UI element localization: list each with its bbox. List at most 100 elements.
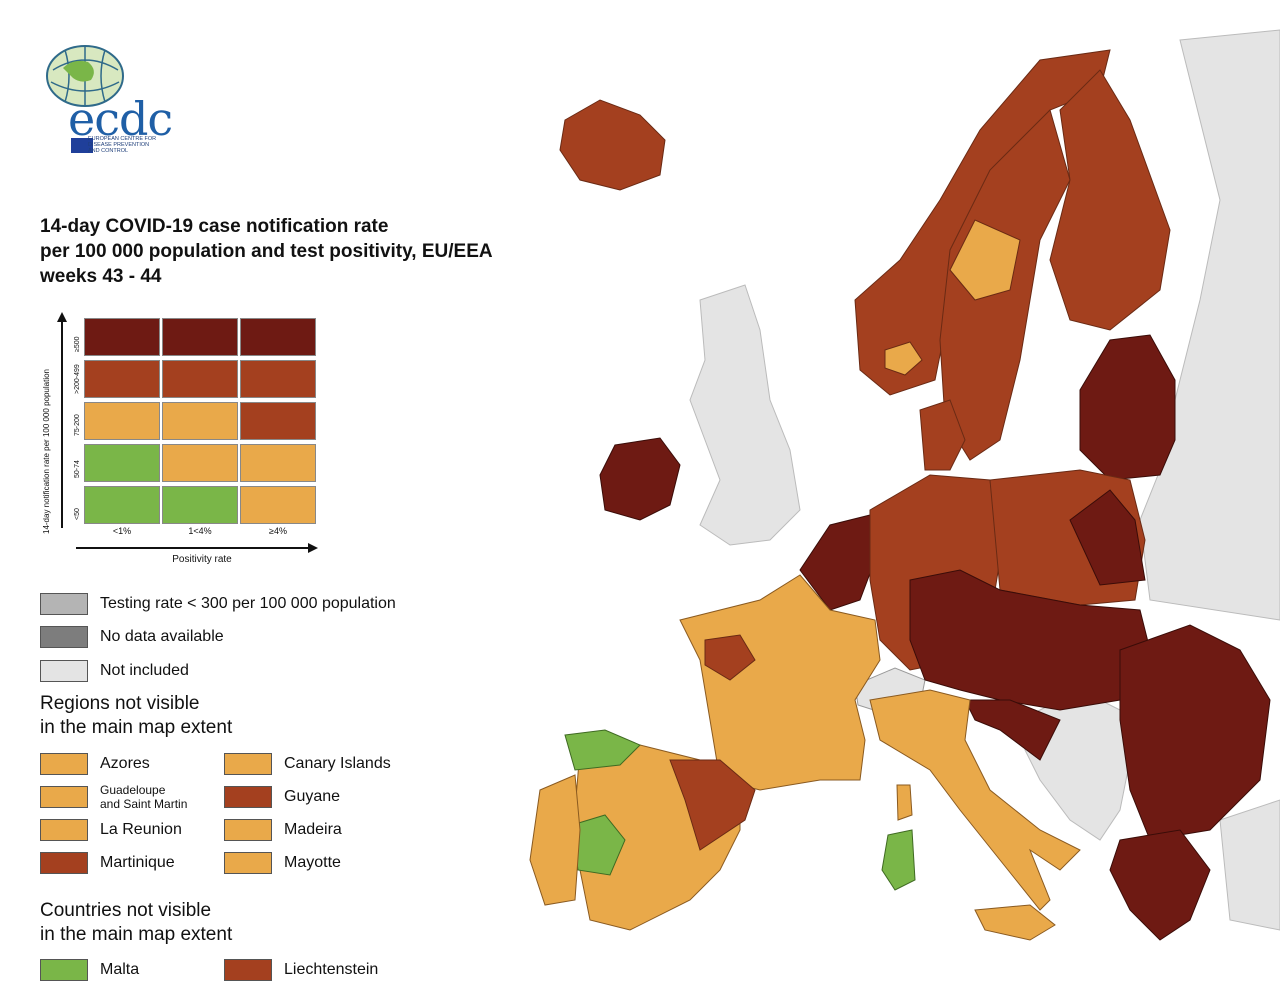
spain-red-east (669, 759, 756, 851)
region-label: Guadeloupe and Saint Martin (100, 783, 188, 811)
italy (869, 689, 1081, 911)
greece (1109, 829, 1211, 941)
corsica (896, 784, 913, 821)
matrix-row-label: ≥500 (74, 336, 81, 352)
region-label: Madeira (284, 821, 342, 838)
legend-region-item: Liechtenstein (224, 958, 378, 982)
matrix-cell (240, 318, 316, 356)
region-swatch (40, 852, 88, 874)
matrix-cell (84, 360, 160, 398)
region-label: Guyane (284, 788, 341, 805)
region-label: Azores (100, 755, 150, 772)
region-label: Mayotte (284, 854, 341, 871)
legend-region-item: Guadeloupe and Saint Martin (40, 783, 188, 811)
no-data-swatch (40, 626, 88, 648)
matrix-row-label: 50-74 (74, 460, 81, 478)
region-swatch (40, 959, 88, 981)
matrix-col-label: <1% (112, 526, 132, 536)
legend-region-item: Malta (40, 958, 139, 982)
france (679, 574, 881, 791)
legend-no-data: No data available (40, 625, 224, 649)
matrix-cell (84, 486, 160, 524)
legend-region-item: Azores (40, 752, 150, 776)
region-label: Martinique (100, 854, 175, 871)
matrix-cell (162, 402, 238, 440)
denmark (919, 399, 966, 471)
france-red-region (704, 634, 756, 681)
turkey-grey (1219, 799, 1280, 931)
matrix-row-label: <50 (74, 508, 81, 520)
iceland (559, 99, 666, 191)
region-swatch (224, 786, 272, 808)
region-label: Liechtenstein (284, 961, 379, 978)
croatia (964, 699, 1061, 761)
regions-heading: Regions not visible in the main map exte… (40, 693, 233, 738)
not-included-swatch (40, 660, 88, 682)
legend-region-item: Canary Islands (224, 752, 391, 776)
poland-dark-region (1069, 489, 1146, 586)
region-swatch (224, 819, 272, 841)
region-label: Canary Islands (284, 755, 391, 772)
eu-flag-icon (71, 138, 93, 153)
title-line-2: per 100 000 population and test positivi… (40, 241, 493, 262)
matrix-row-label: 75-200 (74, 414, 81, 436)
matrix-cell (240, 360, 316, 398)
legend-region-item: La Reunion (40, 818, 182, 842)
matrix-cell (162, 444, 238, 482)
matrix-cell (84, 318, 160, 356)
matrix-axes (57, 312, 318, 553)
baltics (1079, 334, 1176, 481)
legend-region-item: Martinique (40, 851, 175, 875)
legend-region-item: Guyane (224, 785, 340, 809)
logo-subtitle: EUROPEAN CENTRE FOR DISEASE PREVENTION A… (88, 136, 157, 154)
testing-swatch (40, 593, 88, 615)
matrix-cell (240, 444, 316, 482)
romania-bulgaria (1119, 624, 1271, 841)
matrix-cell (240, 402, 316, 440)
matrix-col-label: 1<4% (188, 526, 212, 536)
matrix-cell (84, 444, 160, 482)
matrix-cell (162, 486, 238, 524)
legend-testing-label: Testing rate < 300 per 100 000 populatio… (100, 595, 396, 612)
countries-heading: Countries not visible in the main map ex… (40, 900, 233, 945)
matrix-cell (84, 402, 160, 440)
region-swatch (224, 959, 272, 981)
ecdc-logo: ecdc EUROPEAN CENTRE FOR DISEASE PREVENT… (38, 40, 188, 165)
portugal (529, 774, 581, 906)
spain-green-north (564, 729, 641, 771)
region-swatch (224, 753, 272, 775)
region-label: La Reunion (100, 821, 182, 838)
legend-no-data-label: No data available (100, 628, 224, 645)
sicily (974, 904, 1056, 941)
sardinia (881, 829, 916, 891)
matrix-cell (162, 318, 238, 356)
region-label: Malta (100, 961, 140, 978)
ireland (599, 437, 681, 521)
globe-icon (46, 45, 124, 107)
legend-not-included: Not included (40, 659, 189, 683)
region-swatch (40, 753, 88, 775)
title-line-1: 14-day COVID-19 case notification rate (40, 216, 389, 237)
norway-orange-region (884, 341, 923, 376)
matrix-cell (162, 360, 238, 398)
legend-testing: Testing rate < 300 per 100 000 populatio… (40, 592, 396, 616)
map-title: 14-day COVID-19 case notification rate p… (40, 214, 493, 289)
region-swatch (40, 786, 88, 808)
logo-wordmark: ecdc (68, 92, 173, 146)
matrix-x-axis-label: Positivity rate (172, 554, 232, 565)
title-line-3: weeks 43 - 44 (40, 266, 162, 287)
matrix-col-label: ≥4% (269, 526, 287, 536)
matrix-cell (240, 486, 316, 524)
region-swatch (224, 852, 272, 874)
legend-region-item: Mayotte (224, 851, 341, 875)
matrix-y-axis-label: 14-day notification rate per 100 000 pop… (42, 368, 51, 534)
region-swatch (40, 819, 88, 841)
legend-not-included-label: Not included (100, 662, 189, 679)
legend-region-item: Madeira (224, 818, 342, 842)
finland (1049, 69, 1171, 331)
russia-region (1139, 29, 1280, 621)
matrix-row-label: >200-499 (74, 364, 81, 394)
sweden-orange-region (949, 219, 1021, 301)
great-britain (689, 284, 801, 546)
